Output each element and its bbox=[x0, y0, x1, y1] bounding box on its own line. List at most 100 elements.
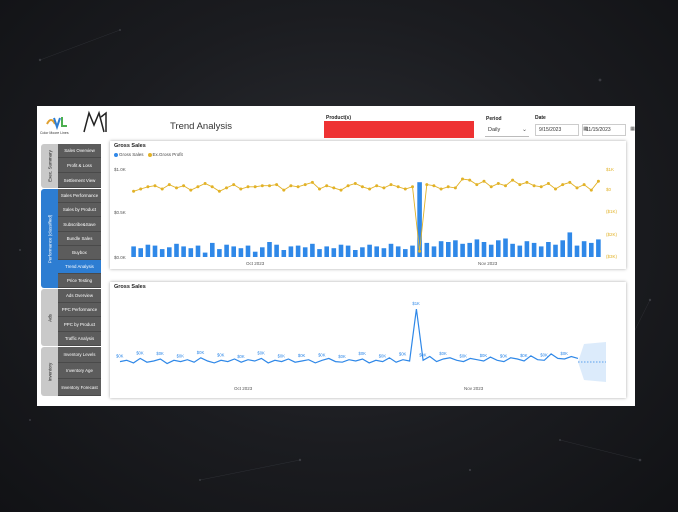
sidebar-item-sales-overview[interactable]: Sales Overview bbox=[58, 144, 101, 158]
sidebar-item-ads-overview[interactable]: Ads Overview bbox=[58, 289, 101, 303]
profit-point bbox=[310, 180, 314, 184]
profit-line bbox=[133, 178, 599, 252]
profit-point bbox=[203, 182, 207, 185]
x-tick: Oct 2023 bbox=[246, 261, 265, 266]
profit-point bbox=[325, 184, 329, 188]
bar bbox=[145, 244, 151, 257]
y-tick-left: $0.0K bbox=[114, 255, 126, 260]
sidebar-item-trend-analysis[interactable]: Trend Analysis bbox=[58, 260, 101, 274]
bar bbox=[252, 251, 258, 257]
sidebar-item-buybox[interactable]: Buybox bbox=[58, 246, 101, 260]
bar bbox=[546, 242, 551, 257]
profit-point bbox=[239, 187, 243, 191]
date-end-input[interactable]: 11/15/2023 ▦ bbox=[582, 124, 635, 136]
combo-chart-svg[interactable]: $1.0K $0.5K $0.0K $1K $0 ($1K) ($2K) ($3… bbox=[110, 141, 626, 269]
nav-group-performance[interactable]: Performance (classified) bbox=[41, 189, 58, 288]
profit-point bbox=[539, 185, 543, 189]
nav-group-inventory[interactable]: Inventory bbox=[41, 347, 58, 396]
profit-point bbox=[382, 186, 386, 190]
bar bbox=[331, 248, 337, 257]
bar bbox=[517, 245, 523, 257]
profit-point bbox=[332, 186, 336, 190]
line-chart-svg[interactable]: Oct 2023 Nov 2023 $0K $0K $0K $0K $0K $0K $0K $… bbox=[110, 282, 626, 398]
date-start-input[interactable]: 9/15/2023 ▦ bbox=[535, 124, 588, 136]
bar bbox=[167, 247, 172, 257]
bar bbox=[424, 242, 430, 257]
bar bbox=[302, 247, 308, 257]
data-label: $0K bbox=[177, 354, 185, 359]
sidebar-item-profit-loss[interactable]: Profit & Loss bbox=[58, 158, 101, 173]
sidebar-item-inventory-age[interactable]: Inventory Age bbox=[58, 363, 101, 379]
profit-point bbox=[296, 185, 300, 189]
profit-point bbox=[246, 185, 250, 189]
profit-point bbox=[146, 185, 150, 189]
sidebar-item-subscribe-save[interactable]: Subscribe&Save bbox=[58, 217, 101, 232]
bar bbox=[152, 245, 158, 257]
nav-group-ads[interactable]: Ads bbox=[41, 289, 58, 346]
profit-point bbox=[396, 185, 400, 189]
bar bbox=[574, 245, 580, 257]
profit-point bbox=[432, 184, 436, 188]
sidebar-item-bundle-sales[interactable]: Bundle Sales bbox=[58, 232, 101, 246]
sidebar-item-ppc-performance[interactable]: PPC Performance bbox=[58, 303, 101, 317]
y-tick-right: $0 bbox=[606, 187, 612, 192]
legend-item-gross-profit[interactable]: Ex.Gross Profit bbox=[147, 152, 183, 157]
profit-point bbox=[596, 179, 600, 183]
profit-point bbox=[446, 185, 450, 189]
profit-point bbox=[375, 184, 379, 188]
sidebar-item-sales-performance[interactable]: Sales Performance bbox=[58, 189, 101, 203]
bar bbox=[538, 246, 544, 257]
bar bbox=[202, 252, 208, 257]
page-title: Trend Analysis bbox=[170, 121, 232, 132]
profit-point bbox=[339, 188, 343, 192]
calendar-icon[interactable]: ▦ bbox=[583, 126, 588, 132]
sidebar-item-ppc-by-product[interactable]: PPC by Product bbox=[58, 317, 101, 332]
chart-title: Gross Sales bbox=[114, 143, 146, 149]
bar bbox=[245, 245, 251, 257]
profit-point bbox=[175, 186, 178, 190]
chart-title: Gross Sales bbox=[114, 284, 146, 290]
profit-point bbox=[468, 178, 472, 182]
sidebar-item-price-testing[interactable]: Price Testing bbox=[58, 274, 101, 288]
data-label: $0K bbox=[156, 351, 164, 356]
sidebar-item-settlement-view[interactable]: Settlement View bbox=[58, 173, 101, 188]
chart-legend: Gross Sales Ex.Gross Profit bbox=[114, 152, 183, 157]
y-tick-right: ($3K) bbox=[606, 254, 618, 259]
bar bbox=[360, 247, 365, 257]
profit-point bbox=[360, 185, 364, 189]
profit-point bbox=[289, 184, 293, 188]
nav-group-label: Inventory bbox=[47, 362, 52, 381]
sidebar-item-traffic-analysis[interactable]: Traffic Analysis bbox=[58, 332, 101, 346]
profit-point bbox=[425, 183, 429, 187]
profit-point bbox=[346, 184, 350, 188]
product-filter-select[interactable] bbox=[324, 121, 474, 138]
profit-point bbox=[453, 186, 457, 190]
calendar-icon[interactable]: ▦ bbox=[630, 126, 635, 132]
legend-item-gross-sales[interactable]: Gross Sales bbox=[114, 152, 144, 157]
nav-group-exec-summary[interactable]: Exec. Summary bbox=[41, 144, 58, 188]
profit-point bbox=[554, 187, 557, 191]
sidebar-item-inventory-levels[interactable]: Inventory Levels bbox=[58, 347, 101, 363]
profit-point bbox=[225, 186, 228, 190]
sidebar-item-inventory-forecast[interactable]: Inventory Forecast bbox=[58, 379, 101, 396]
profit-point bbox=[303, 183, 307, 187]
profit-point bbox=[389, 183, 393, 187]
profit-point bbox=[504, 184, 507, 188]
period-dropdown[interactable]: Daily ⌄ bbox=[485, 125, 529, 137]
profit-point bbox=[318, 187, 321, 191]
legend-label: Gross Sales bbox=[119, 152, 144, 157]
bar bbox=[138, 248, 143, 257]
data-label: $0K bbox=[318, 352, 326, 357]
profit-point bbox=[253, 185, 257, 189]
sidebar-item-sales-by-product[interactable]: Sales by Product bbox=[58, 203, 101, 217]
profit-point bbox=[411, 185, 414, 189]
gross-sales-line-chart-panel: Gross Sales Oct 2023 Nov 2023 $0K $0K $0K $… bbox=[110, 282, 626, 398]
legend-dot-icon bbox=[147, 152, 152, 157]
profit-point bbox=[368, 187, 372, 191]
data-label: $0K bbox=[460, 354, 468, 359]
profit-point bbox=[482, 179, 486, 183]
profit-point bbox=[489, 185, 493, 189]
bar bbox=[453, 240, 458, 257]
data-label: $0K bbox=[116, 354, 124, 359]
